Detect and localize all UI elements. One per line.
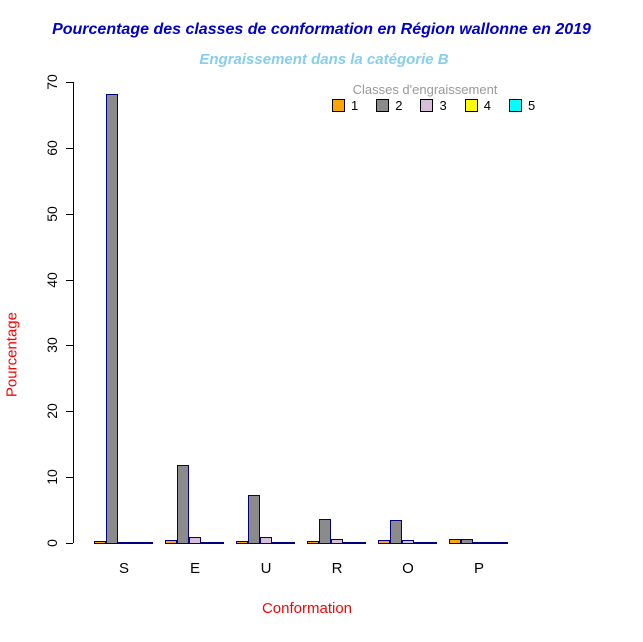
y-axis-tick-label: 10 (44, 469, 60, 485)
legend-label-1: 1 (351, 98, 359, 113)
y-axis-tick-label: 0 (44, 539, 60, 547)
bar-E-class-3 (189, 537, 201, 543)
y-axis-tick-label: 30 (44, 337, 60, 353)
bar-P-class-2 (461, 539, 473, 543)
bar-U-class-3 (260, 537, 272, 543)
y-axis-tick-label: 60 (44, 140, 60, 156)
chart-subtitle: Engraissement dans la catégorie B (199, 51, 449, 68)
y-axis-line (73, 81, 74, 543)
bar-group-baseline (94, 542, 153, 544)
x-category-label-P: P (473, 560, 485, 577)
bar-U-class-2 (248, 495, 260, 543)
bar-U-class-1 (236, 541, 248, 543)
y-axis-tick-label: 20 (44, 403, 60, 419)
legend-item-2: 2 (376, 98, 402, 113)
bar-R-class-3 (331, 539, 343, 543)
bar-group-baseline (378, 542, 437, 544)
legend-label-2: 2 (395, 98, 403, 113)
y-axis-tick (66, 543, 73, 544)
bar-P-class-1 (449, 539, 461, 543)
legend-label-5: 5 (527, 98, 536, 113)
y-axis-tick (66, 280, 73, 281)
bar-O-class-2 (390, 520, 402, 543)
bar-group-baseline (165, 542, 224, 544)
bar-P-class-3 (473, 542, 485, 543)
y-axis-tick (66, 477, 73, 478)
legend-label-4: 4 (483, 98, 491, 113)
bar-R-class-1 (307, 541, 319, 543)
x-category-label-E: E (189, 560, 201, 577)
legend-swatch-3 (420, 99, 434, 112)
y-axis-tick-label: 50 (44, 206, 60, 222)
y-axis-tick (66, 345, 73, 346)
y-axis-tick-label: 40 (44, 272, 60, 288)
legend-swatch-1 (332, 99, 345, 112)
bar-R-class-2 (319, 519, 331, 543)
bar-O-class-3 (402, 540, 414, 543)
x-category-label-U: U (260, 560, 272, 577)
bar-E-class-2 (177, 465, 189, 543)
bar-group-baseline (307, 542, 366, 544)
y-axis-tick (66, 411, 73, 412)
legend-swatch-4 (464, 99, 478, 112)
bar-S-class-3 (118, 542, 130, 543)
y-axis-tick-label: 70 (44, 74, 60, 90)
legend: 1 2 3 4 5 (332, 98, 535, 113)
legend-swatch-5 (508, 99, 522, 112)
x-axis-label: Conformation (261, 600, 353, 617)
legend-item-5: 5 (508, 98, 536, 113)
y-axis-tick (66, 148, 73, 149)
bar-E-class-4 (200, 542, 212, 543)
x-category-label-R: R (331, 560, 343, 577)
legend-item-1: 1 (332, 98, 358, 113)
legend-item-3: 3 (420, 98, 447, 113)
bar-E-class-1 (165, 540, 177, 543)
bar-S-class-2 (106, 94, 118, 543)
legend-swatch-2 (376, 99, 390, 112)
bar-group-baseline (236, 542, 295, 544)
bar-group-baseline (449, 542, 508, 544)
y-axis-tick (66, 214, 73, 215)
legend-label-3: 3 (439, 98, 447, 113)
chart-title: Pourcentage des classes de conformation … (52, 21, 591, 38)
x-category-label-S: S (118, 560, 130, 577)
bar-S-class-1 (94, 541, 106, 543)
y-axis-tick (66, 82, 73, 83)
legend-title: Classes d'engraissement (352, 82, 498, 97)
x-category-label-O: O (402, 560, 414, 577)
bar-O-class-1 (378, 540, 390, 543)
bar-U-class-4 (271, 542, 283, 543)
legend-item-4: 4 (464, 98, 491, 113)
